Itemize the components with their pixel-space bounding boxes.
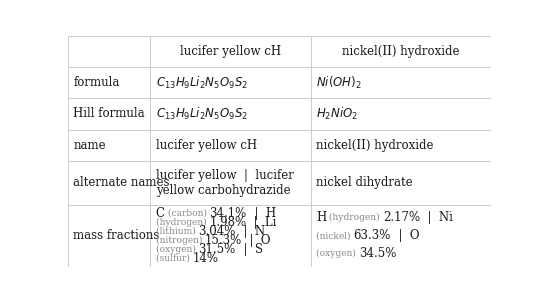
Text: 63.3%: 63.3%: [354, 229, 391, 242]
Text: 34.5%: 34.5%: [359, 247, 396, 260]
Text: mass fractions: mass fractions: [73, 229, 160, 242]
Text: C: C: [155, 207, 165, 220]
Text: |  H: | H: [247, 207, 276, 220]
Text: 31.5%: 31.5%: [198, 243, 235, 256]
Text: lucifer yellow cH: lucifer yellow cH: [155, 139, 257, 152]
Text: 1.98%: 1.98%: [209, 216, 246, 229]
Text: (oxygen): (oxygen): [155, 245, 198, 254]
Text: $Ni(OH)_2$: $Ni(OH)_2$: [316, 75, 362, 91]
Text: (hydrogen): (hydrogen): [326, 213, 383, 223]
Text: (lithium): (lithium): [155, 227, 198, 236]
Text: $H_2NiO_2$: $H_2NiO_2$: [316, 106, 358, 122]
Text: (sulfur): (sulfur): [155, 254, 192, 263]
Text: (carbon): (carbon): [165, 209, 209, 218]
Text: name: name: [73, 139, 106, 152]
Text: (hydrogen): (hydrogen): [155, 218, 209, 227]
Text: 14%: 14%: [192, 252, 219, 265]
Text: |  S: | S: [235, 243, 263, 256]
Text: nickel(II) hydroxide: nickel(II) hydroxide: [316, 139, 434, 152]
Text: |  N: | N: [235, 225, 265, 238]
Text: $C_{13}H_9Li_2N_5O_9S_2$: $C_{13}H_9Li_2N_5O_9S_2$: [155, 106, 247, 122]
Text: (oxygen): (oxygen): [316, 249, 359, 258]
Text: lucifer yellow  |  lucifer
yellow carbohydrazide: lucifer yellow | lucifer yellow carbohyd…: [155, 169, 293, 197]
Text: Hill formula: Hill formula: [73, 107, 145, 121]
Text: (nitrogen): (nitrogen): [155, 236, 205, 245]
Text: |  Ni: | Ni: [420, 212, 453, 224]
Text: nickel(II) hydroxide: nickel(II) hydroxide: [342, 45, 459, 58]
Text: formula: formula: [73, 76, 119, 89]
Text: 15.3%: 15.3%: [205, 234, 242, 247]
Text: |  O: | O: [391, 229, 419, 242]
Text: (nickel): (nickel): [316, 231, 354, 240]
Text: lucifer yellow cH: lucifer yellow cH: [180, 45, 281, 58]
Text: 2.17%: 2.17%: [383, 212, 420, 224]
Text: H: H: [316, 212, 326, 224]
Text: alternate names: alternate names: [73, 176, 169, 189]
Text: 3.04%: 3.04%: [198, 225, 235, 238]
Text: |  Li: | Li: [246, 216, 277, 229]
Text: $C_{13}H_9Li_2N_5O_9S_2$: $C_{13}H_9Li_2N_5O_9S_2$: [155, 75, 247, 91]
Text: 34.1%: 34.1%: [209, 207, 247, 220]
Text: |  O: | O: [242, 234, 271, 247]
Text: nickel dihydrate: nickel dihydrate: [316, 176, 413, 189]
